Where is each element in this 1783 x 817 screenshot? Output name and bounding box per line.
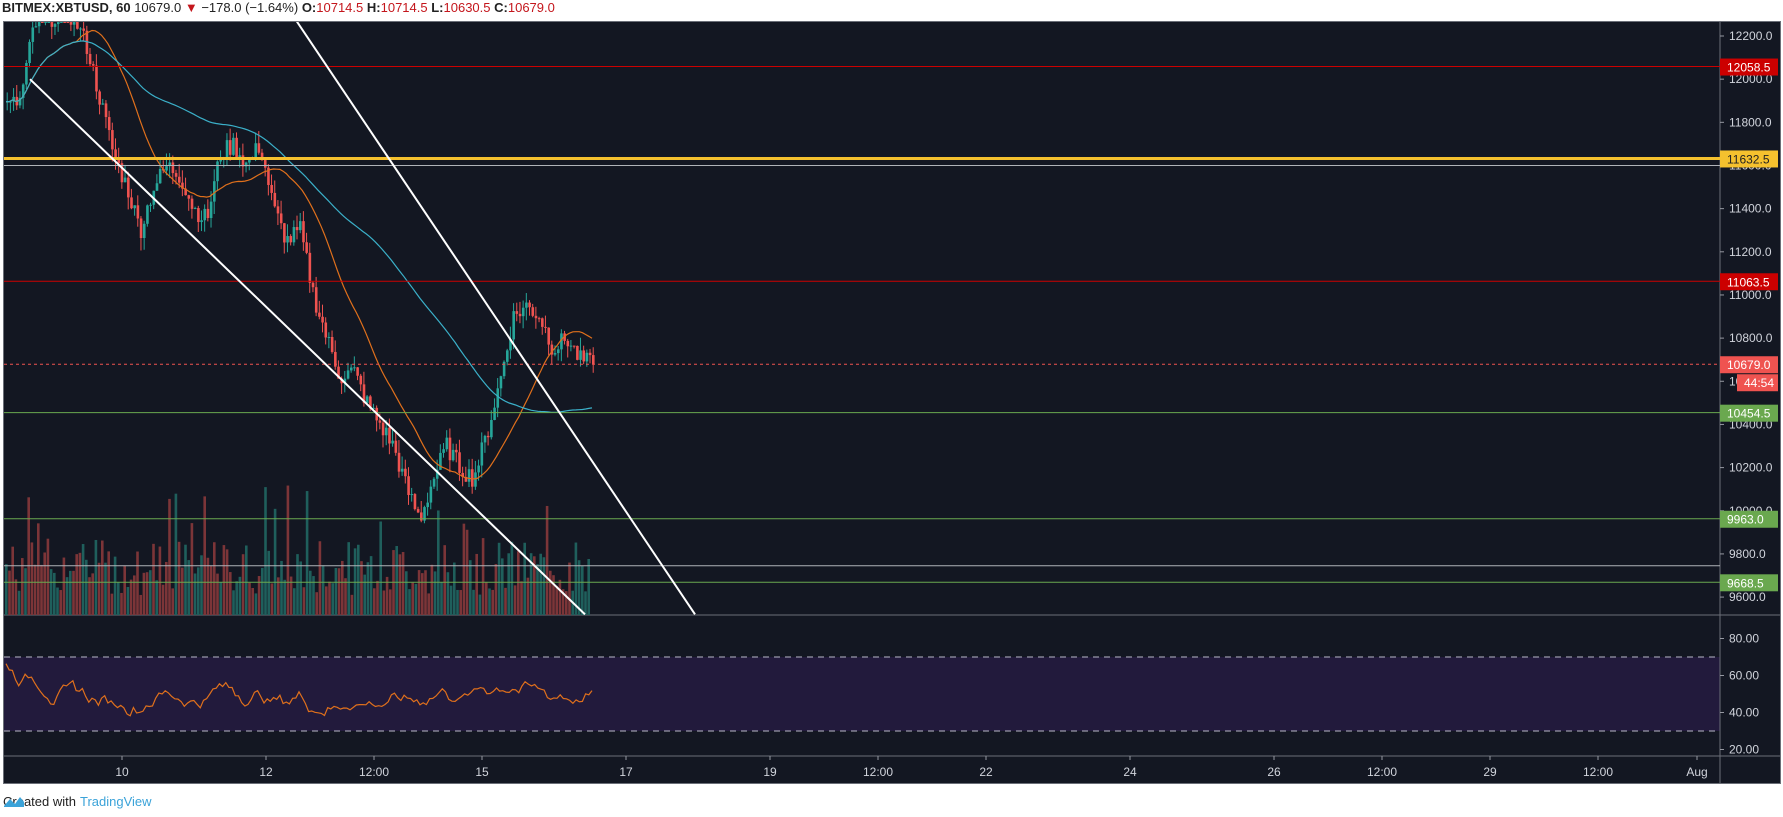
footer: Created with TradingView [3,794,152,809]
price-tick-label: 11200.0 [1729,245,1772,259]
price-label-badge: 9668.5 [1720,574,1778,592]
svg-text:60.00: 60.00 [1729,669,1759,683]
svg-text:11063.5: 11063.5 [1727,275,1770,289]
tradingview-link[interactable]: TradingView [79,794,152,809]
price-change: −178.0 (−1.64%) [201,0,299,15]
svg-text:80.00: 80.00 [1729,632,1759,646]
trendline[interactable] [29,78,586,616]
time-tick-label: 29 [1483,765,1497,779]
tradingview-logo-icon [4,797,24,807]
time-tick-label: 19 [763,765,777,779]
price-label-badge: 44:54 [1737,374,1778,392]
trendline[interactable] [295,22,696,615]
price-tick-label: 11800.0 [1729,115,1772,129]
svg-text:12058.5: 12058.5 [1727,61,1771,75]
svg-text:9668.5: 9668.5 [1727,576,1764,590]
candlesticks [6,22,595,524]
close-value: 10679.0 [507,0,555,15]
price-label-badge: 9963.0 [1720,510,1778,528]
time-axis[interactable]: 10 12 12:00 15 17 19 12:00 22 24 26 12:00 29 12:00 Au… [115,756,1708,779]
price-tick-label: 9800.0 [1729,547,1766,561]
time-tick-label: 12:00 [863,765,893,779]
time-tick-label: 26 [1267,765,1281,779]
svg-text:44:54: 44:54 [1744,376,1774,390]
chart-canvas[interactable]: 12200.012000.011800.011600.011400.011200… [3,21,1781,784]
low-value: 10630.5 [443,0,491,15]
svg-text:10679.0: 10679.0 [1727,358,1771,372]
price-tick-label: 11400.0 [1729,202,1772,216]
svg-text:20.00: 20.00 [1729,743,1759,757]
price-label-badge: 10454.5 [1720,404,1778,422]
time-tick-label: 12 [259,765,273,779]
price-tick-label: 11000.0 [1729,288,1772,302]
price-label-badge: 11063.5 [1720,273,1778,291]
price-label-badge: 12058.5 [1720,58,1778,76]
price-tick-label: 9600.0 [1729,590,1766,604]
ma-fast-line [6,29,593,480]
price-tick-label: 12000.0 [1729,72,1773,86]
price-label-badge: 11632.5 [1720,150,1778,168]
svg-text:40.00: 40.00 [1729,706,1759,720]
time-tick-label: Aug [1686,765,1707,779]
high-label: H: [366,0,381,15]
price-tick-label: 10800.0 [1729,331,1773,345]
price-tick-label: 10200.0 [1729,461,1773,475]
svg-text:11632.5: 11632.5 [1727,152,1770,166]
time-tick-label: 15 [475,765,489,779]
rsi-line [5,663,593,717]
chart-header: BITMEX:XBTUSD, 60 10679.0 ▼ −178.0 (−1.6… [2,0,555,18]
symbol-label: BITMEX:XBTUSD, 60 [2,0,131,15]
time-tick-label: 17 [619,765,633,779]
time-tick-label: 12:00 [1367,765,1397,779]
high-value: 10714.5 [380,0,428,15]
triangle-down-icon: ▼ [184,0,198,15]
price-label-badge: 10679.0 [1720,356,1778,374]
close-label: C: [494,0,508,15]
time-tick-label: 12:00 [1583,765,1613,779]
time-tick-label: 12:00 [359,765,389,779]
rsi-band [4,657,1720,731]
open-value: 10714.5 [316,0,364,15]
rsi-axis: 80.00 60.00 40.00 20.00 [1720,632,1759,757]
last-price: 10679.0 [134,0,182,15]
low-label: L: [431,0,444,15]
svg-text:10454.5: 10454.5 [1727,407,1771,421]
time-tick-label: 24 [1123,765,1137,779]
time-tick-label: 10 [115,765,129,779]
open-label: O: [301,0,317,15]
ma-slow-line [6,40,593,413]
volume-bars [5,485,590,615]
svg-text:9963.0: 9963.0 [1727,513,1764,527]
time-tick-label: 22 [979,765,993,779]
price-chart-svg[interactable]: 12200.012000.011800.011600.011400.011200… [4,22,1780,783]
price-tick-label: 12200.0 [1729,29,1773,43]
price-axis[interactable]: 12200.012000.011800.011600.011400.011200… [1720,29,1778,604]
